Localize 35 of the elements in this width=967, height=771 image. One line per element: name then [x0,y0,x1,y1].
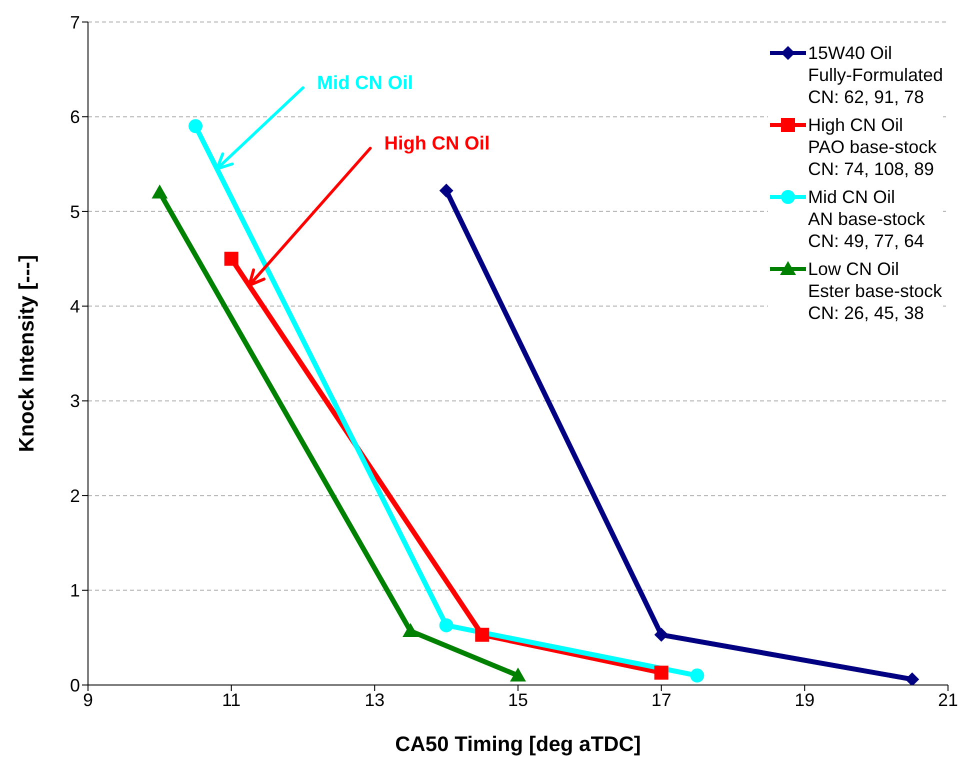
y-tick-label: 7 [70,12,80,32]
x-tick-label: 9 [82,690,94,710]
x-axis-title: CA50 Timing [deg aTDC] [395,733,641,756]
y-tick-label: 5 [70,202,80,222]
y-axis-title: Knock Intensity [---] [15,254,38,452]
point [439,184,454,198]
point [402,623,418,638]
legend-label: 15W40 Oil Fully-Formulated CN: 62, 91, 78 [808,42,943,108]
x-tick-label: 17 [651,690,672,710]
legend-label: Mid CN Oil AN base-stock CN: 49, 77, 64 [808,186,925,252]
point [475,628,490,642]
legend-label: High CN Oil PAO base-stock CN: 74, 108, 89 [808,114,937,180]
y-tick-label: 4 [70,296,80,317]
point [654,666,668,680]
x-tick-label: 21 [938,690,958,710]
point [510,668,526,682]
point [690,668,704,683]
annotation: High CN Oil [384,133,490,154]
point [654,628,668,642]
x-tick-label: 13 [364,690,385,710]
y-tick-label: 3 [70,391,80,412]
y-tick-label: 2 [70,486,80,506]
y-tick-label: 1 [70,580,80,601]
annotation: Mid CN Oil [317,72,414,94]
x-tick-label: 11 [222,690,241,710]
x-tick-label: 15 [508,690,528,710]
legend-label: Low CN Oil Ester base-stock CN: 26, 45, 38 [808,258,942,324]
point [905,672,920,685]
point [439,618,454,632]
point [152,184,168,198]
y-tick-label: 0 [70,675,80,696]
point [188,119,202,134]
x-tick-label: 19 [794,690,815,710]
y-tick-label: 6 [70,107,80,128]
point [224,252,238,266]
